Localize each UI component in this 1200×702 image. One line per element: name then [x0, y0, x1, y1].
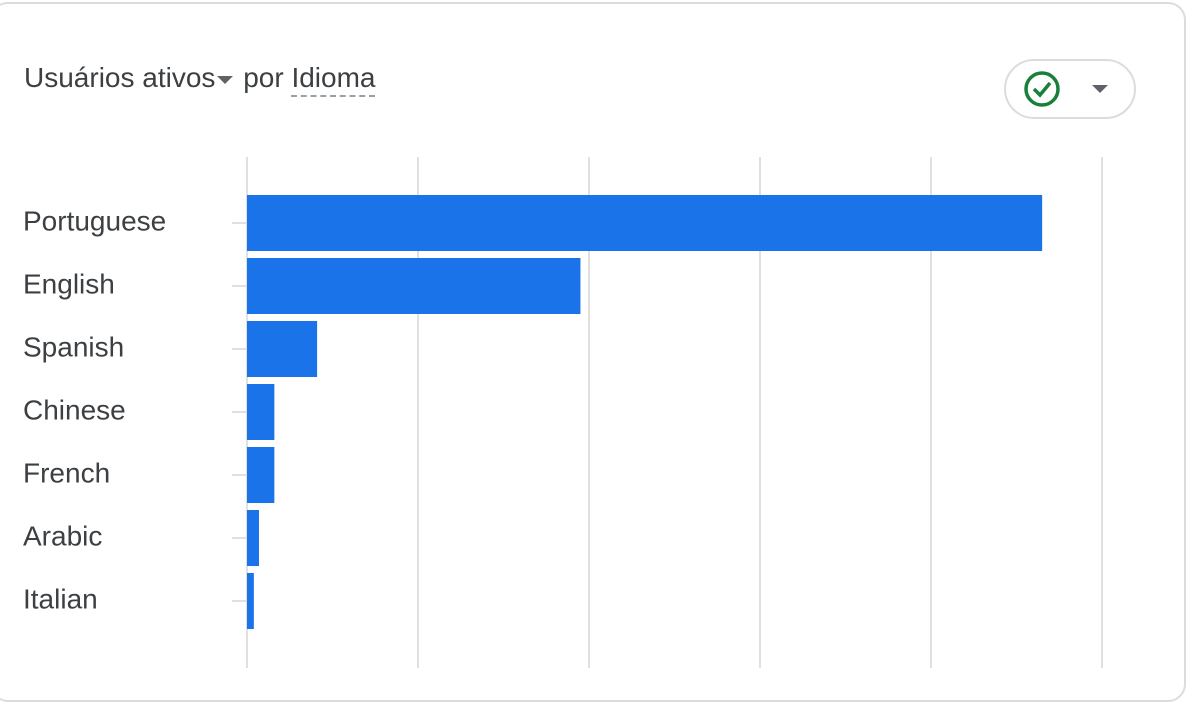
bar: [247, 258, 581, 314]
chart: Portuguese English Spanish Chinese French Ara…: [23, 157, 1103, 668]
dimension[interactable]: Idioma: [291, 62, 376, 97]
card-title[interactable]: Usuários ativos por Idioma: [24, 62, 376, 97]
compare-button[interactable]: [1004, 59, 1136, 119]
category-label: Italian: [23, 583, 98, 614]
metric-dropdown[interactable]: [215, 73, 235, 87]
category-label: Spanish: [23, 331, 124, 362]
button-icons: [1024, 71, 1108, 107]
category-label: Portuguese: [23, 205, 166, 236]
category-label: English: [23, 268, 115, 299]
bar: [247, 573, 254, 629]
by: por: [243, 62, 284, 93]
category-label: Arabic: [23, 520, 102, 551]
category-label: French: [23, 457, 110, 488]
bar: [247, 384, 275, 440]
bar: [247, 195, 1043, 251]
bar: [247, 447, 275, 503]
metric[interactable]: Usuários ativos: [24, 62, 216, 93]
bar: [247, 510, 259, 566]
category-label: Chinese: [23, 394, 126, 425]
bar: [247, 321, 318, 377]
